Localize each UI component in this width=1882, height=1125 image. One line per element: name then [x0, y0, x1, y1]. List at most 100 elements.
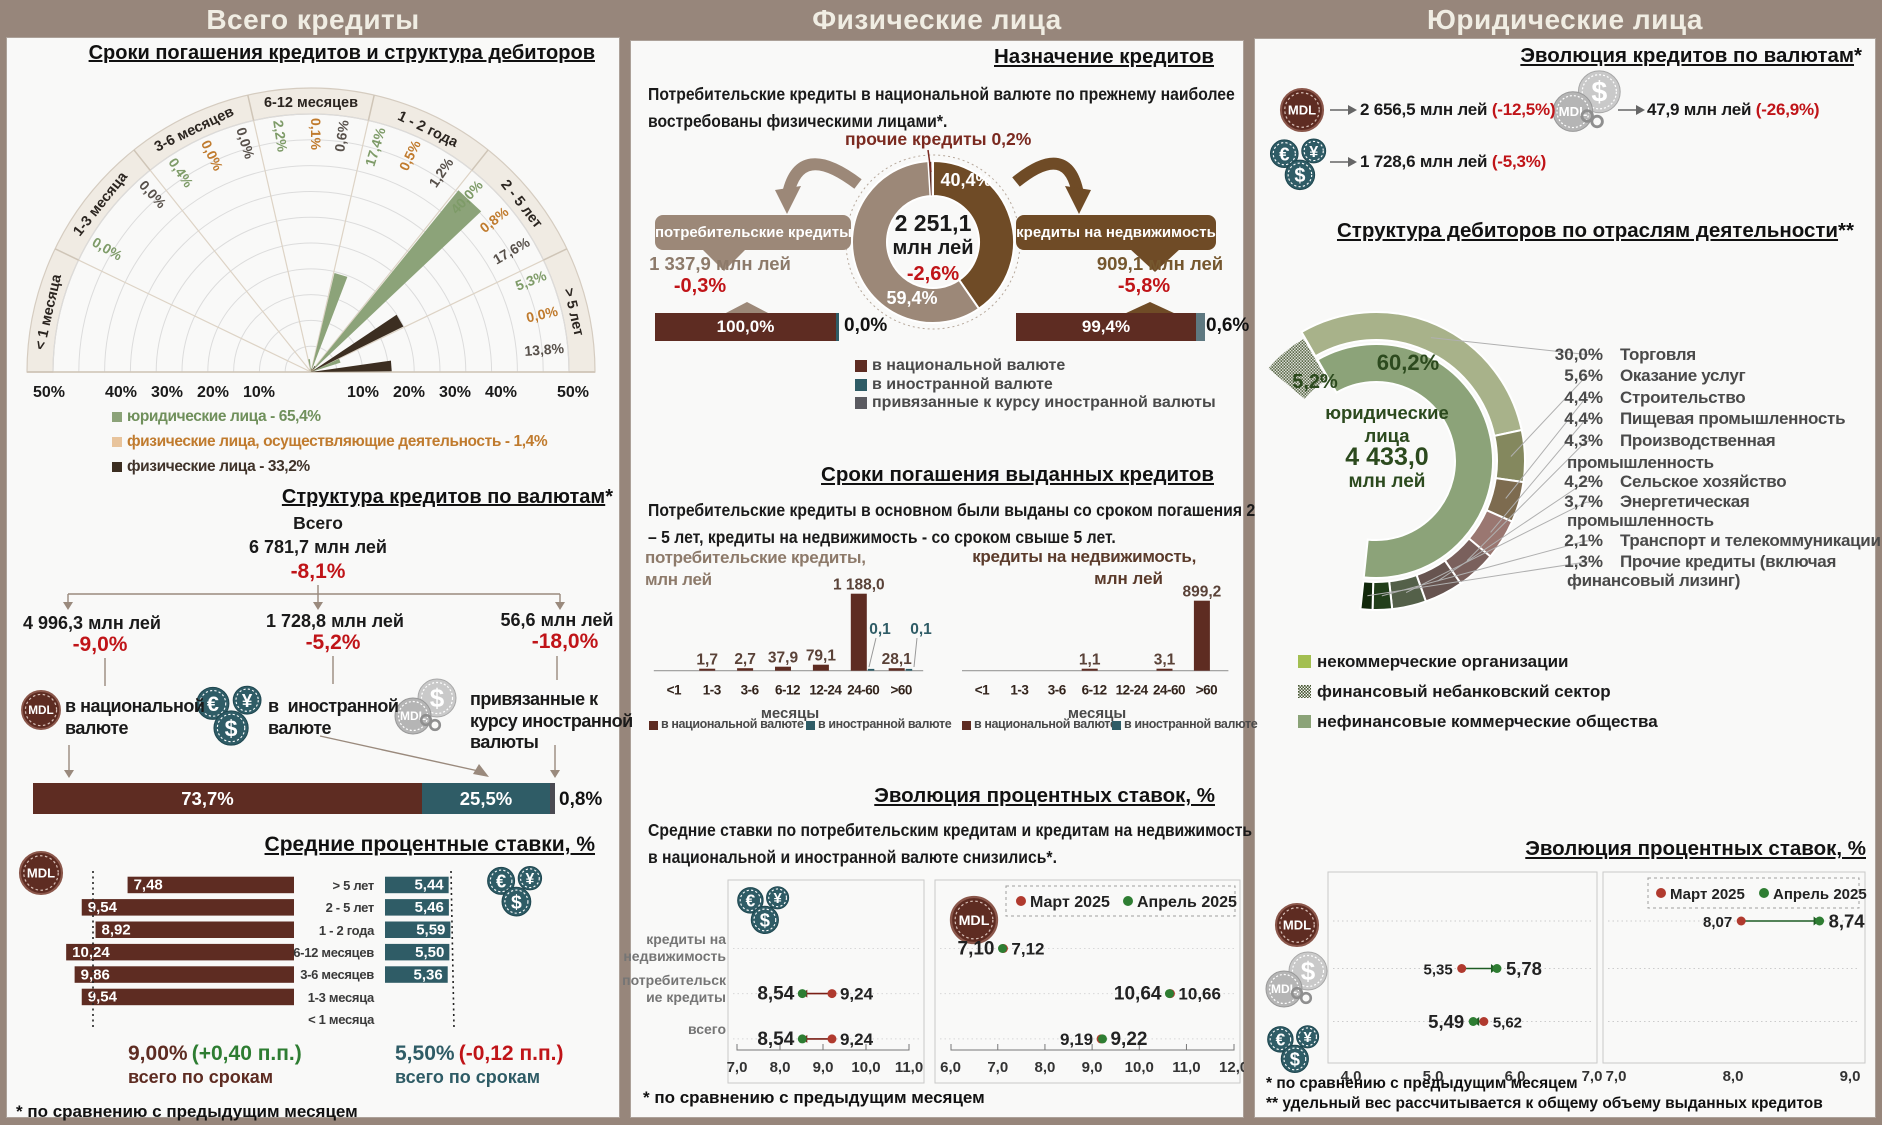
svg-text:$: $ [760, 910, 770, 931]
svg-text:10%: 10% [347, 384, 379, 401]
svg-text:0,1: 0,1 [869, 621, 891, 638]
svg-text:10%: 10% [243, 384, 275, 401]
svg-text:5,36: 5,36 [414, 966, 443, 983]
svg-text:6-12: 6-12 [1082, 683, 1107, 698]
svg-text:0,1%: 0,1% [308, 118, 324, 150]
svg-text:3,1: 3,1 [1154, 652, 1176, 669]
svg-text:6-12: 6-12 [775, 683, 800, 698]
svg-text:¥: ¥ [526, 871, 535, 888]
svg-text:11,0: 11,0 [895, 1059, 923, 1076]
svg-text:20%: 20% [197, 384, 229, 401]
svg-text:7,10: 7,10 [958, 939, 995, 960]
svg-text:11,0: 11,0 [1172, 1059, 1200, 1076]
svg-text:5,3%: 5,3% [513, 267, 549, 294]
svg-text:MDL: MDL [28, 704, 54, 717]
svg-text:9,54: 9,54 [88, 899, 118, 916]
svg-text:50%: 50% [33, 384, 65, 401]
svg-text:0,0%: 0,0% [136, 177, 170, 212]
svg-text:9,0: 9,0 [813, 1059, 834, 1076]
svg-text:0,1: 0,1 [910, 621, 932, 638]
svg-text:9,86: 9,86 [81, 966, 110, 983]
svg-text:0,0%: 0,0% [525, 303, 560, 326]
svg-text:10,66: 10,66 [1178, 985, 1221, 1004]
svg-text:10,0: 10,0 [1125, 1059, 1154, 1076]
svg-text:<1: <1 [975, 683, 990, 698]
svg-text:MDL: MDL [1271, 982, 1297, 996]
svg-text:1-3: 1-3 [1010, 683, 1029, 698]
svg-text:7,0: 7,0 [1606, 1068, 1627, 1085]
svg-text:37,9: 37,9 [768, 650, 799, 667]
svg-text:7,0: 7,0 [1582, 1068, 1603, 1085]
svg-text:1-3: 1-3 [703, 683, 722, 698]
svg-text:€: € [1276, 1030, 1286, 1050]
svg-text:9,22: 9,22 [1110, 1029, 1147, 1050]
svg-text:€: € [207, 691, 219, 716]
svg-text:0,6%: 0,6% [331, 118, 352, 152]
svg-text:¥: ¥ [1303, 1030, 1312, 1046]
svg-text:9,24: 9,24 [840, 1030, 874, 1049]
svg-text:$: $ [1301, 956, 1316, 986]
svg-text:1-3 месяца: 1-3 месяца [70, 168, 131, 239]
svg-text:MDL: MDL [959, 913, 990, 929]
svg-text:24-60: 24-60 [1153, 683, 1185, 698]
svg-text:40%: 40% [485, 384, 517, 401]
svg-text:9,19: 9,19 [1060, 1030, 1093, 1049]
svg-text:8,07: 8,07 [1703, 914, 1732, 931]
svg-text:8,74: 8,74 [1829, 911, 1866, 932]
svg-text:79,1: 79,1 [806, 648, 837, 665]
svg-text:9,54: 9,54 [88, 989, 118, 1006]
svg-text:40%: 40% [105, 384, 137, 401]
svg-text:8,54: 8,54 [757, 1029, 794, 1050]
svg-text:$: $ [225, 715, 238, 741]
svg-text:MDL: MDL [400, 709, 426, 723]
svg-text:13,8%: 13,8% [524, 340, 565, 359]
svg-text:5,0: 5,0 [1423, 1068, 1444, 1085]
svg-text:24-60: 24-60 [847, 683, 879, 698]
svg-text:9,24: 9,24 [840, 985, 874, 1004]
svg-text:60,2%: 60,2% [1377, 350, 1439, 375]
svg-text:Март 2025: Март 2025 [1670, 886, 1745, 903]
svg-text:10,24: 10,24 [72, 944, 110, 961]
svg-text:>60: >60 [1196, 683, 1217, 698]
svg-text:9,0: 9,0 [1840, 1068, 1861, 1085]
svg-text:$: $ [430, 683, 445, 713]
svg-text:30%: 30% [439, 384, 471, 401]
svg-text:0,0%: 0,0% [233, 125, 258, 161]
svg-text:5,2%: 5,2% [1292, 371, 1338, 393]
svg-text:40,4%: 40,4% [940, 170, 991, 190]
svg-text:10,64: 10,64 [1114, 984, 1162, 1005]
svg-text:59,4%: 59,4% [886, 288, 937, 308]
svg-text:¥: ¥ [242, 690, 253, 711]
svg-text:8,0: 8,0 [1723, 1068, 1744, 1085]
svg-text:6,0: 6,0 [1505, 1068, 1526, 1085]
svg-text:8,54: 8,54 [757, 984, 794, 1005]
svg-text:5,78: 5,78 [1506, 958, 1542, 979]
svg-text:2,2%: 2,2% [270, 119, 291, 153]
svg-text:0,5%: 0,5% [396, 137, 424, 173]
svg-text:1,7: 1,7 [696, 652, 718, 669]
svg-text:0,0%: 0,0% [198, 138, 227, 174]
svg-text:899,2: 899,2 [1183, 584, 1222, 601]
svg-text:€: € [1279, 143, 1290, 164]
svg-text:$: $ [1294, 165, 1305, 187]
svg-text:¥: ¥ [1309, 143, 1318, 161]
svg-text:1 188,0: 1 188,0 [833, 577, 885, 594]
svg-text:1,1: 1,1 [1079, 652, 1101, 669]
svg-text:28,1: 28,1 [882, 651, 913, 668]
svg-text:0,8%: 0,8% [477, 203, 512, 236]
svg-text:12,0: 12,0 [1219, 1059, 1244, 1076]
svg-text:>60: >60 [890, 683, 911, 698]
svg-text:4,0: 4,0 [1341, 1068, 1362, 1085]
svg-text:$: $ [1591, 77, 1607, 109]
svg-text:12-24: 12-24 [1116, 683, 1149, 698]
svg-text:MDL: MDL [27, 866, 55, 881]
svg-text:9,0: 9,0 [1082, 1059, 1103, 1076]
svg-text:$: $ [1290, 1049, 1300, 1070]
svg-text:8,0: 8,0 [770, 1059, 791, 1076]
svg-text:50%: 50% [557, 384, 589, 401]
svg-text:5,62: 5,62 [1493, 1015, 1522, 1032]
svg-text:5,59: 5,59 [416, 922, 445, 939]
svg-text:5,50: 5,50 [415, 944, 444, 961]
svg-text:8,92: 8,92 [102, 922, 131, 939]
svg-text:MDL: MDL [1559, 104, 1588, 119]
